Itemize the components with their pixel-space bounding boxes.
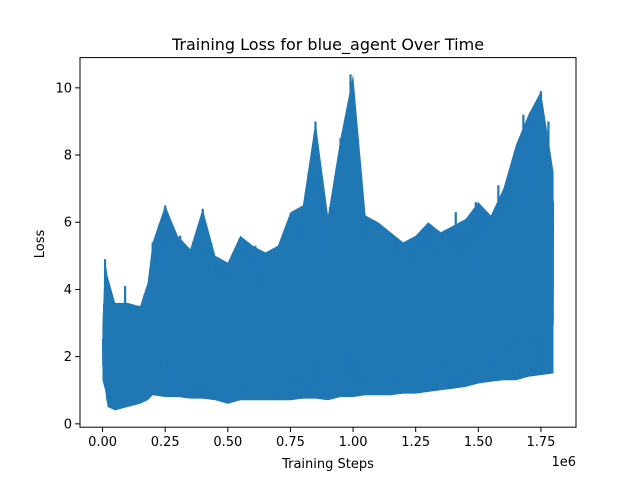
plot-area xyxy=(101,74,555,411)
x-axis-label: Training Steps xyxy=(281,457,374,472)
y-tick-label: 4 xyxy=(64,283,72,298)
y-tick-label: 6 xyxy=(64,216,72,231)
x-tick-label: 0.75 xyxy=(276,435,305,450)
x-tick-label: 1.00 xyxy=(339,435,368,450)
y-tick-label: 0 xyxy=(64,417,72,432)
chart-title: Training Loss for blue_agent Over Time xyxy=(171,35,484,55)
x-tick-label: 1.50 xyxy=(464,435,493,450)
x-tick-label: 1.75 xyxy=(526,435,555,450)
y-axis: 0 2 4 6 8 10 xyxy=(55,81,80,432)
y-tick-label: 10 xyxy=(55,81,72,96)
x-offset-label: 1e6 xyxy=(551,455,576,470)
x-tick-label: 0.25 xyxy=(151,435,180,450)
loss-series-line xyxy=(101,90,555,409)
y-tick-label: 8 xyxy=(64,149,72,164)
x-tick-label: 0.50 xyxy=(213,435,242,450)
x-tick-label: 1.25 xyxy=(401,435,430,450)
y-tick-label: 2 xyxy=(64,350,72,365)
x-axis: 0.00 0.25 0.50 0.75 1.00 1.25 1.50 1.75 xyxy=(88,427,555,450)
x-tick-label: 0.00 xyxy=(88,435,117,450)
axes-frame xyxy=(79,57,577,428)
y-axis-label: Loss xyxy=(33,230,48,259)
